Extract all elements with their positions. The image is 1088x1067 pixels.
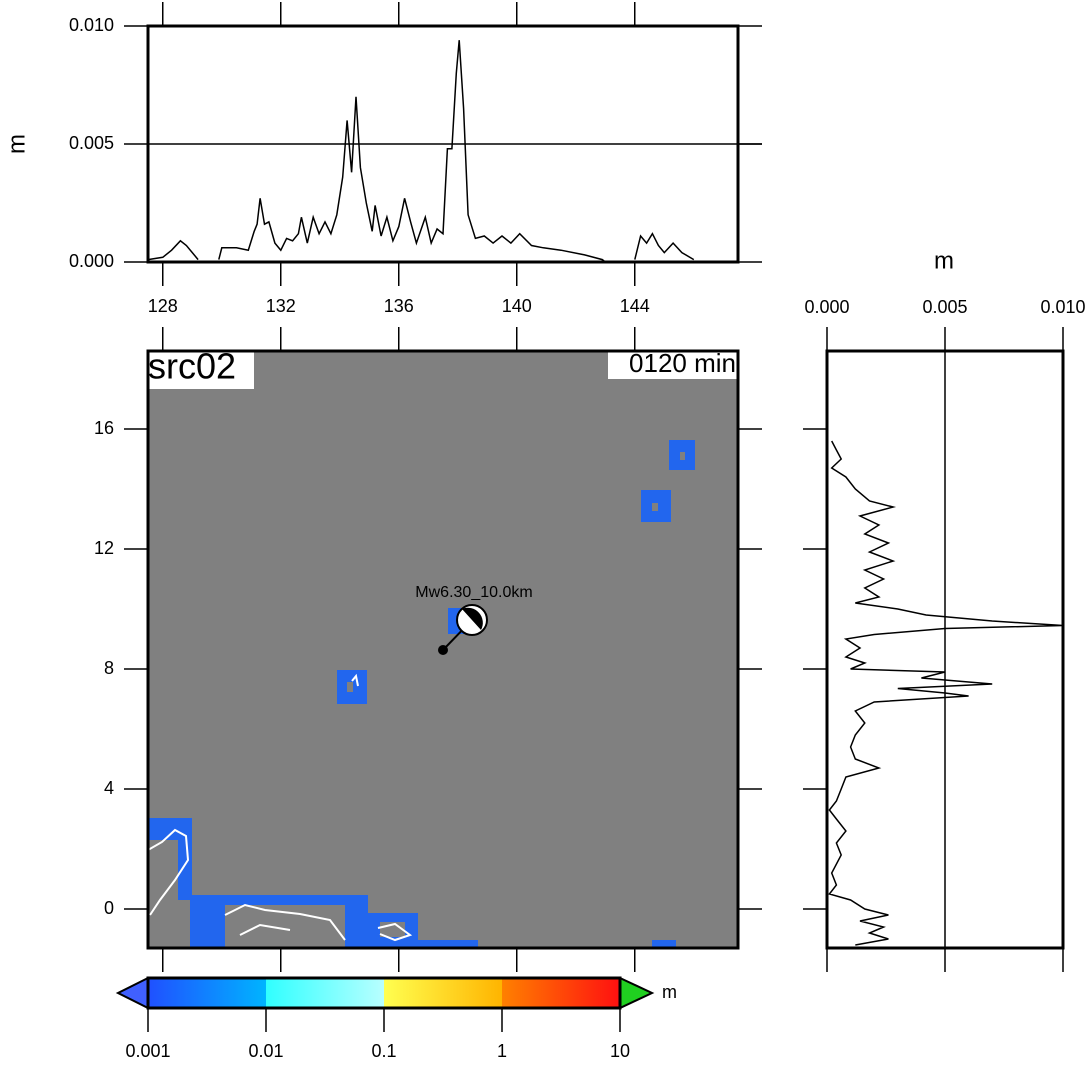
x-tick-label: 0.000 — [804, 297, 849, 317]
colorbar-label: m — [662, 982, 677, 1002]
y-tick-label: 0.010 — [69, 15, 114, 35]
panel-frame — [146, 24, 740, 264]
y-tick-label: 12 — [94, 538, 114, 558]
colorbar-tick-label: 0.1 — [371, 1041, 396, 1061]
y-tick-label: 16 — [94, 418, 114, 438]
time-label: 0120 min — [629, 348, 736, 378]
colorbar-tick-label: 0.001 — [125, 1041, 170, 1061]
wet-cells — [148, 440, 695, 948]
dry-cells — [148, 452, 685, 948]
x-tick-label: 0.005 — [922, 297, 967, 317]
time-box — [608, 351, 740, 379]
y-tick-label: 8 — [104, 658, 114, 678]
coastline — [148, 673, 413, 942]
colorbar-segment — [266, 978, 384, 1008]
x-axis-label: m — [934, 247, 954, 274]
title-box — [146, 351, 254, 389]
profile-line — [147, 40, 695, 263]
beachball-quadrant — [462, 607, 483, 630]
source-annotation: Mw6.30_10.0km — [415, 584, 532, 601]
x-tick-label: 132 — [266, 296, 296, 316]
map-frame — [146, 349, 740, 950]
colorbar-tick-label: 1 — [497, 1041, 507, 1061]
x-tick-label: 144 — [620, 296, 650, 316]
y-tick-label: 4 — [104, 778, 114, 798]
x-tick-label: 128 — [148, 296, 178, 316]
panel-frame — [825, 349, 1065, 950]
colorbar-segment — [148, 978, 266, 1008]
x-tick-label: 0.010 — [1040, 297, 1085, 317]
y-tick-label: 0.005 — [69, 133, 114, 153]
y-tick-label: 0 — [104, 898, 114, 918]
colorbar-tick-label: 0.01 — [248, 1041, 283, 1061]
y-tick-label: 0.000 — [69, 251, 114, 271]
over-triangle — [619, 976, 655, 1010]
colorbar-tick-label: 10 — [610, 1041, 630, 1061]
x-tick-label: 140 — [502, 296, 532, 316]
epicenter — [438, 645, 448, 655]
colorbar-segment — [384, 978, 502, 1008]
profile-line — [828, 440, 1064, 946]
colorbar-segment — [502, 978, 620, 1008]
under-triangle — [115, 976, 149, 1010]
x-tick-label: 136 — [384, 296, 414, 316]
y-axis-label: m — [3, 134, 30, 154]
